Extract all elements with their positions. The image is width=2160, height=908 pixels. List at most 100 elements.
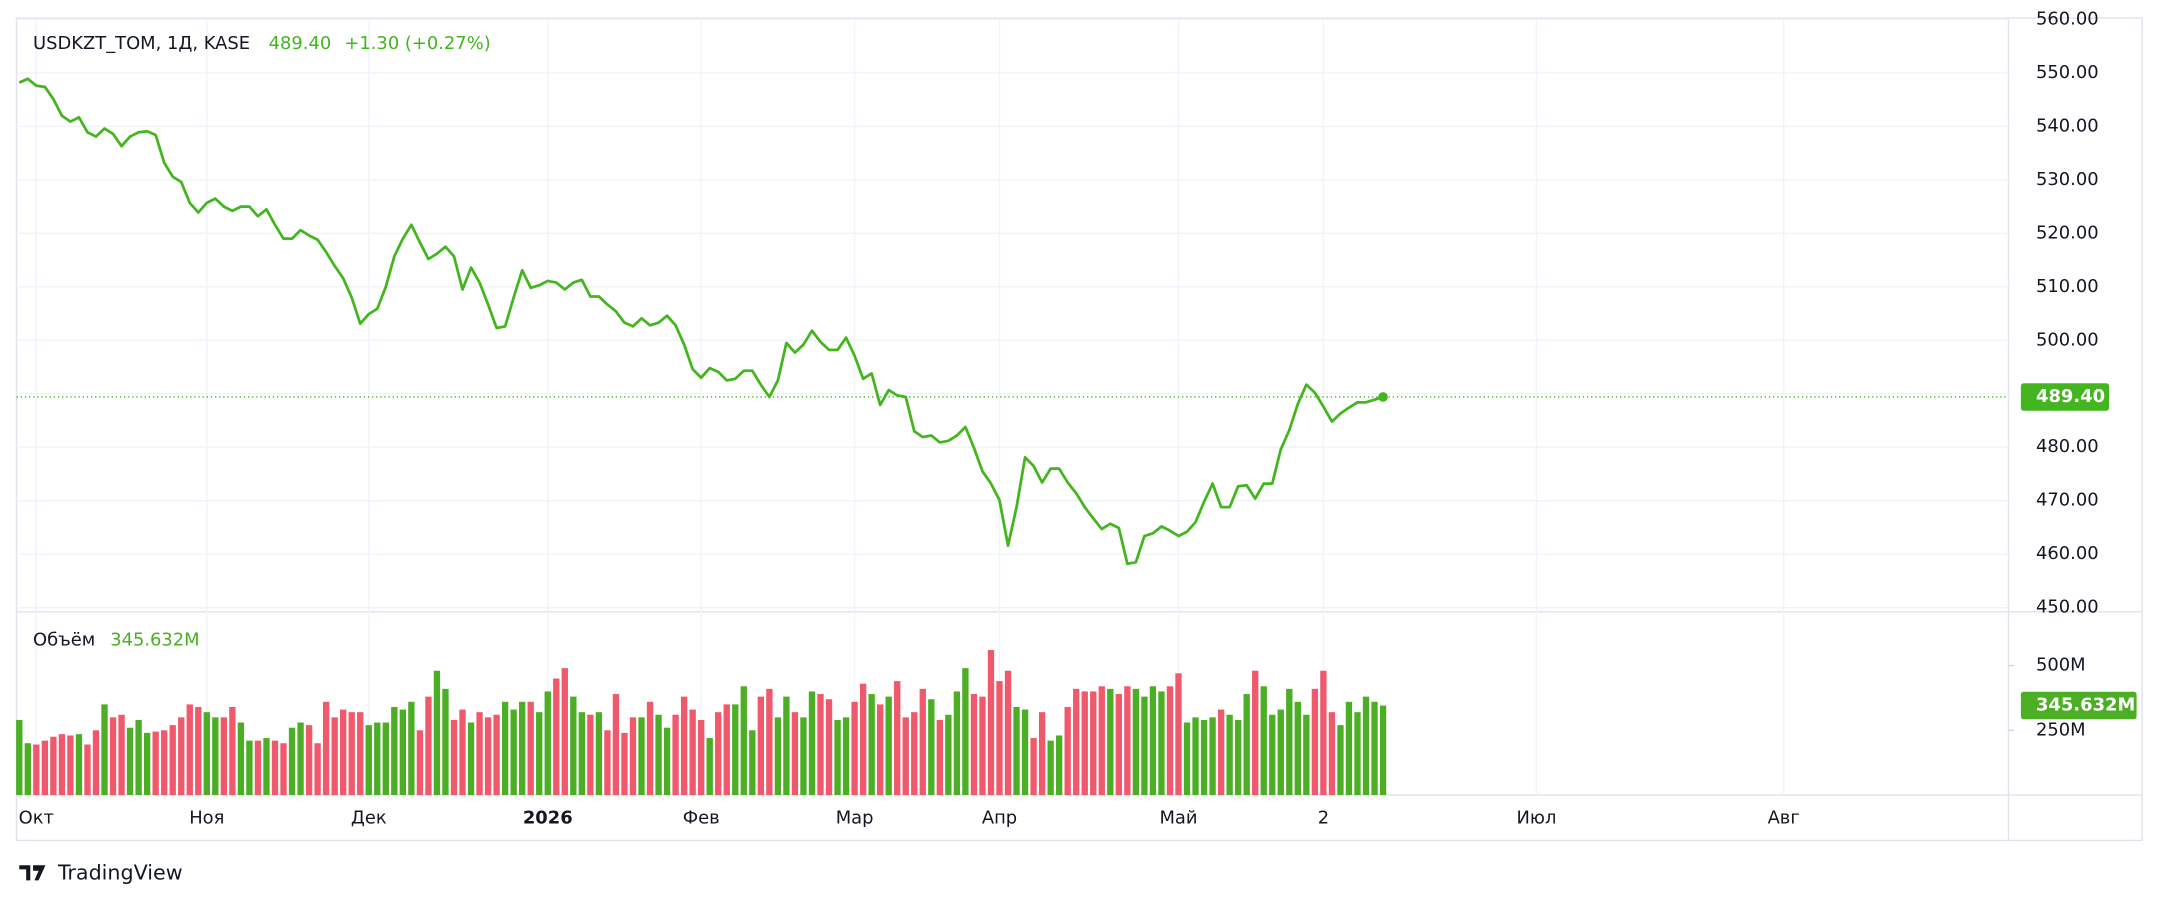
volume-bar xyxy=(143,732,151,796)
volume-bar xyxy=(621,732,628,796)
y-tick-label: 500M xyxy=(2036,655,2086,676)
volume-bar xyxy=(84,744,91,796)
volume-bar xyxy=(774,717,782,796)
y-tick-label: 530.00 xyxy=(2036,169,2099,190)
header-change: +1.30 (+0.27%) xyxy=(344,33,490,54)
y-tick-label: 470.00 xyxy=(2036,490,2099,511)
volume-bar xyxy=(203,712,210,796)
volume-bar xyxy=(50,736,57,796)
volume-bar xyxy=(1013,706,1020,796)
volume-bar xyxy=(331,717,338,796)
volume-bar xyxy=(33,744,40,796)
volume-bar xyxy=(24,743,31,796)
volume-bar xyxy=(1183,722,1191,796)
volume-bar xyxy=(834,719,841,796)
volume-bar xyxy=(280,743,287,796)
volume-bar xyxy=(663,727,671,796)
last-value-label: 489.40 xyxy=(2036,386,2105,407)
volume-bar xyxy=(237,722,245,796)
volume-bar xyxy=(689,709,696,796)
y-tick-label: 550.00 xyxy=(2036,62,2099,83)
volume-bar xyxy=(1371,701,1378,796)
volume-bar xyxy=(1209,717,1216,796)
volume-bar xyxy=(493,714,500,796)
volume-bar xyxy=(987,650,995,796)
volume-bar xyxy=(1115,694,1122,796)
volume-bar xyxy=(459,709,466,796)
volume-bar xyxy=(749,730,756,796)
volume-bar xyxy=(425,696,432,796)
volume-bar xyxy=(1021,709,1029,796)
volume-bar xyxy=(178,717,185,796)
x-tick-label: Ноя xyxy=(189,807,224,828)
volume-bar xyxy=(1141,696,1148,796)
volume-bar xyxy=(808,691,816,796)
volume-bar xyxy=(519,701,526,796)
volume-bar xyxy=(450,719,458,796)
volume-bar xyxy=(1226,714,1233,796)
volume-bar xyxy=(92,730,100,796)
volume-bar xyxy=(1252,670,1259,796)
price-line xyxy=(18,77,1384,566)
y-tick-label: 500.00 xyxy=(2036,329,2099,350)
volume-bar xyxy=(195,706,202,796)
volume-bar xyxy=(126,727,134,796)
volume-bar xyxy=(476,712,483,796)
y-tick-label: 450.00 xyxy=(2036,597,2099,618)
volume-bar xyxy=(894,681,901,796)
volume-bar xyxy=(1047,740,1054,796)
volume-bar xyxy=(919,688,926,796)
volume-bar xyxy=(374,722,381,796)
y-tick-label: 520.00 xyxy=(2036,222,2099,243)
volume-bar xyxy=(706,738,713,796)
volume-bar xyxy=(740,686,747,796)
volume-bar xyxy=(851,701,858,796)
volume-bar xyxy=(314,743,321,796)
y-tick-label: 560.00 xyxy=(2036,8,2099,29)
volume-bar xyxy=(544,691,551,796)
marks-layer xyxy=(16,77,1388,796)
x-tick-label: Июл xyxy=(1517,807,1557,828)
x-tick-label: Дек xyxy=(351,807,387,828)
volume-bar xyxy=(1149,686,1157,796)
volume-bar xyxy=(1107,688,1114,796)
volume-bar xyxy=(101,704,108,796)
volume-bar xyxy=(1055,735,1063,796)
volume-bar xyxy=(340,709,347,796)
volume-bar xyxy=(1337,725,1344,796)
volume-bar xyxy=(595,712,603,796)
logo: TradingView xyxy=(19,861,183,885)
volume-bar xyxy=(1004,670,1012,796)
chart-frame xyxy=(15,17,2143,842)
volume-bar xyxy=(58,734,66,796)
volume-bar xyxy=(817,694,824,796)
volume-bar xyxy=(612,694,620,796)
y-tick-label: 540.00 xyxy=(2036,115,2099,136)
volume-bar xyxy=(1200,719,1208,796)
volume-bar xyxy=(433,670,441,796)
volume-bar xyxy=(1192,717,1199,796)
volume-bar xyxy=(1320,670,1327,796)
volume-bar xyxy=(75,734,83,796)
volume-bar xyxy=(527,701,534,796)
volume-bar xyxy=(578,712,586,796)
last-value-label: 345.632M xyxy=(2036,695,2135,716)
volume-bar xyxy=(297,722,304,796)
volume-bar xyxy=(109,717,117,796)
volume-bar xyxy=(399,709,407,796)
volume-bar xyxy=(1269,714,1276,796)
volume-bar xyxy=(1345,701,1353,796)
volume-bar xyxy=(135,719,142,796)
volume-bar xyxy=(1064,706,1071,796)
logo-mark xyxy=(19,865,46,881)
volume-badge xyxy=(2020,691,2137,720)
y-tick-label: 250M xyxy=(2036,719,2086,740)
volume-bar xyxy=(1217,709,1225,796)
volume-value: 345.632M xyxy=(110,630,199,651)
volume-bar xyxy=(757,696,765,796)
last-point xyxy=(1378,392,1388,402)
volume-bar xyxy=(263,738,270,796)
volume-bar xyxy=(1243,694,1250,796)
